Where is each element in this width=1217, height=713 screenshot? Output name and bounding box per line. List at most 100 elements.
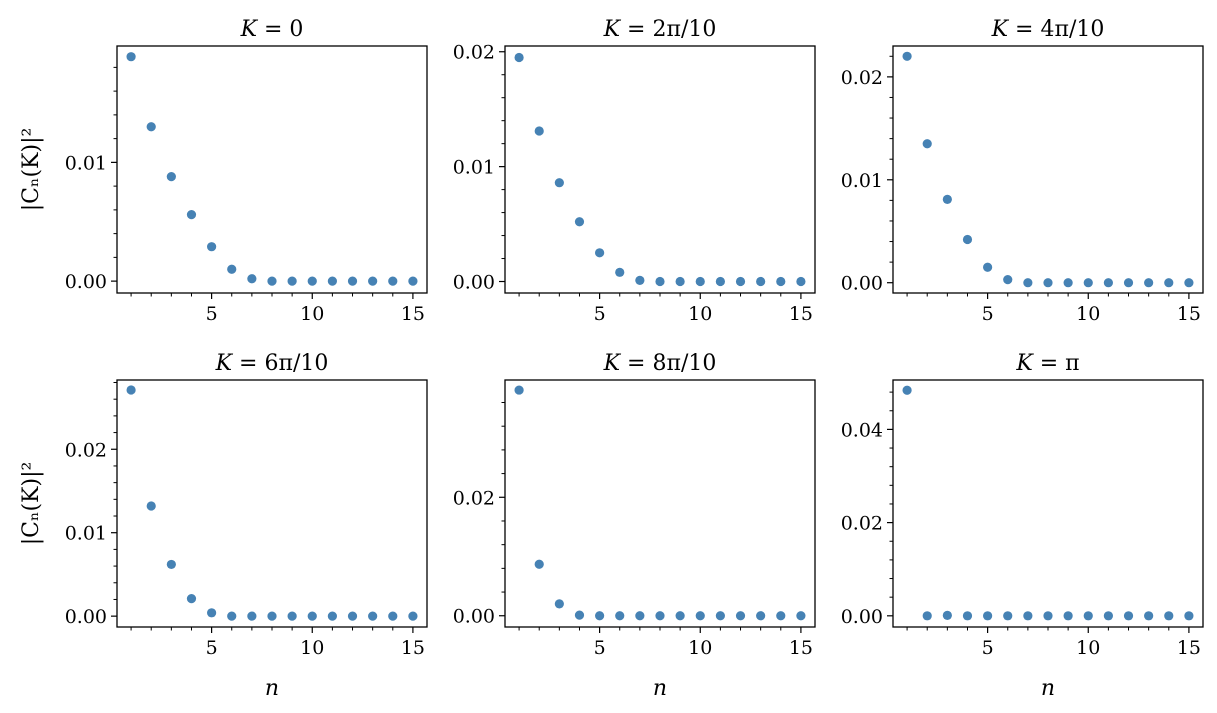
- data-point: [1063, 611, 1073, 621]
- data-point: [1123, 611, 1134, 621]
- x-tick-label: 5: [982, 637, 994, 659]
- axes-frame: [892, 45, 1204, 294]
- y-axis-label: |Cₙ(K)|²: [19, 462, 44, 546]
- data-point: [388, 611, 398, 621]
- x-tick-label: 5: [982, 303, 994, 325]
- x-tick-label: 15: [401, 637, 425, 659]
- data-point: [902, 51, 912, 61]
- y-tick-label: 0.00: [453, 606, 495, 628]
- data-point: [227, 264, 237, 274]
- data-point: [574, 217, 585, 227]
- data-point: [1063, 278, 1073, 288]
- subplot-1: K = 0 5 10 15 0.00 0.01 |Cₙ(K)|²: [19, 17, 428, 325]
- y-tick-label: 0.00: [841, 606, 883, 628]
- x-axis-label: n: [265, 676, 279, 701]
- subplot-title: K = 0: [240, 17, 304, 42]
- data-point: [514, 52, 524, 63]
- axes-frame: [892, 379, 1204, 628]
- y-axis-label: |Cₙ(K)|²: [19, 128, 44, 212]
- data-point: [962, 234, 973, 245]
- data-point: [126, 52, 136, 62]
- y-tick-label: 0.00: [65, 606, 107, 628]
- data-point: [287, 276, 297, 286]
- data-point: [655, 611, 665, 621]
- x-tick-label: 10: [688, 637, 712, 659]
- data-point: [408, 276, 418, 286]
- x-tick-label: 10: [1076, 637, 1100, 659]
- x-tick-label: 5: [594, 303, 606, 325]
- data-point: [327, 276, 337, 286]
- data-point: [1103, 278, 1113, 288]
- x-tick-label: 10: [300, 303, 324, 325]
- axes-frame: [504, 45, 816, 294]
- y-tick-label: 0.01: [65, 523, 107, 545]
- axes-frame: [116, 379, 428, 628]
- data-point: [574, 610, 585, 620]
- data-point: [368, 276, 378, 286]
- x-tick-label: 5: [594, 637, 606, 659]
- data-point: [368, 611, 378, 621]
- data-point: [756, 276, 766, 287]
- subplot-title: K = 8π/10: [603, 351, 717, 376]
- data-point: [1164, 278, 1174, 288]
- data-point: [1184, 611, 1194, 621]
- y-tick-label: 0.02: [453, 42, 495, 64]
- data-point: [307, 611, 317, 621]
- y-tick-label: 0.02: [453, 487, 495, 509]
- data-point: [347, 276, 358, 286]
- data-point: [942, 610, 952, 620]
- data-point: [247, 611, 257, 621]
- data-point: [186, 594, 197, 604]
- data-point: [796, 611, 806, 621]
- subplot-2: K = 2π/10 5 10 15 0.00 0.01 0.02: [453, 17, 816, 325]
- data-point: [675, 611, 685, 621]
- data-point: [635, 611, 645, 621]
- subplot-3: K = 4π/10 5 10 15 0.00 0.01 0.02: [841, 17, 1204, 325]
- data-point: [267, 611, 277, 621]
- y-tick-label: 0.02: [65, 439, 107, 461]
- data-point: [655, 276, 665, 287]
- data-point: [1144, 611, 1154, 621]
- data-point: [1103, 611, 1113, 621]
- data-point: [126, 385, 136, 395]
- data-point: [347, 611, 358, 621]
- x-axis-label: n: [653, 676, 667, 701]
- subplot-5: K = 8π/10 5 10 15 0.00 0.02 n: [453, 351, 816, 701]
- data-point: [595, 248, 605, 258]
- data-point: [635, 275, 645, 285]
- data-point: [796, 276, 806, 287]
- data-point: [776, 276, 786, 287]
- subplot-title: K = π: [1015, 351, 1079, 376]
- x-tick-label: 10: [300, 637, 324, 659]
- data-point: [675, 276, 685, 287]
- data-point: [756, 611, 766, 621]
- y-tick-label: 0.02: [841, 513, 883, 535]
- data-point: [595, 611, 605, 621]
- data-point: [922, 139, 932, 149]
- data-point: [1164, 611, 1174, 621]
- data-point: [554, 599, 564, 609]
- data-point: [227, 611, 237, 621]
- y-tick-label: 0.00: [65, 271, 107, 293]
- data-point: [1083, 611, 1093, 621]
- y-tick-label: 0.00: [453, 272, 495, 294]
- y-tick-label: 0.02: [841, 67, 883, 89]
- subplot-title: K = 4π/10: [991, 17, 1105, 42]
- data-point: [776, 611, 786, 621]
- data-point: [715, 276, 725, 287]
- data-point: [186, 210, 197, 220]
- data-point: [327, 611, 337, 621]
- data-point: [287, 611, 297, 621]
- y-tick-label: 0.00: [841, 273, 883, 295]
- data-point: [942, 194, 952, 204]
- subplot-title: K = 2π/10: [603, 17, 717, 42]
- data-point: [902, 385, 912, 395]
- data-point: [1023, 611, 1033, 621]
- data-point: [146, 122, 156, 132]
- data-point: [1184, 278, 1194, 288]
- data-point: [1003, 275, 1013, 285]
- axes-frame: [116, 45, 428, 294]
- data-point: [1083, 278, 1093, 288]
- data-point: [735, 276, 746, 287]
- data-point: [388, 276, 398, 286]
